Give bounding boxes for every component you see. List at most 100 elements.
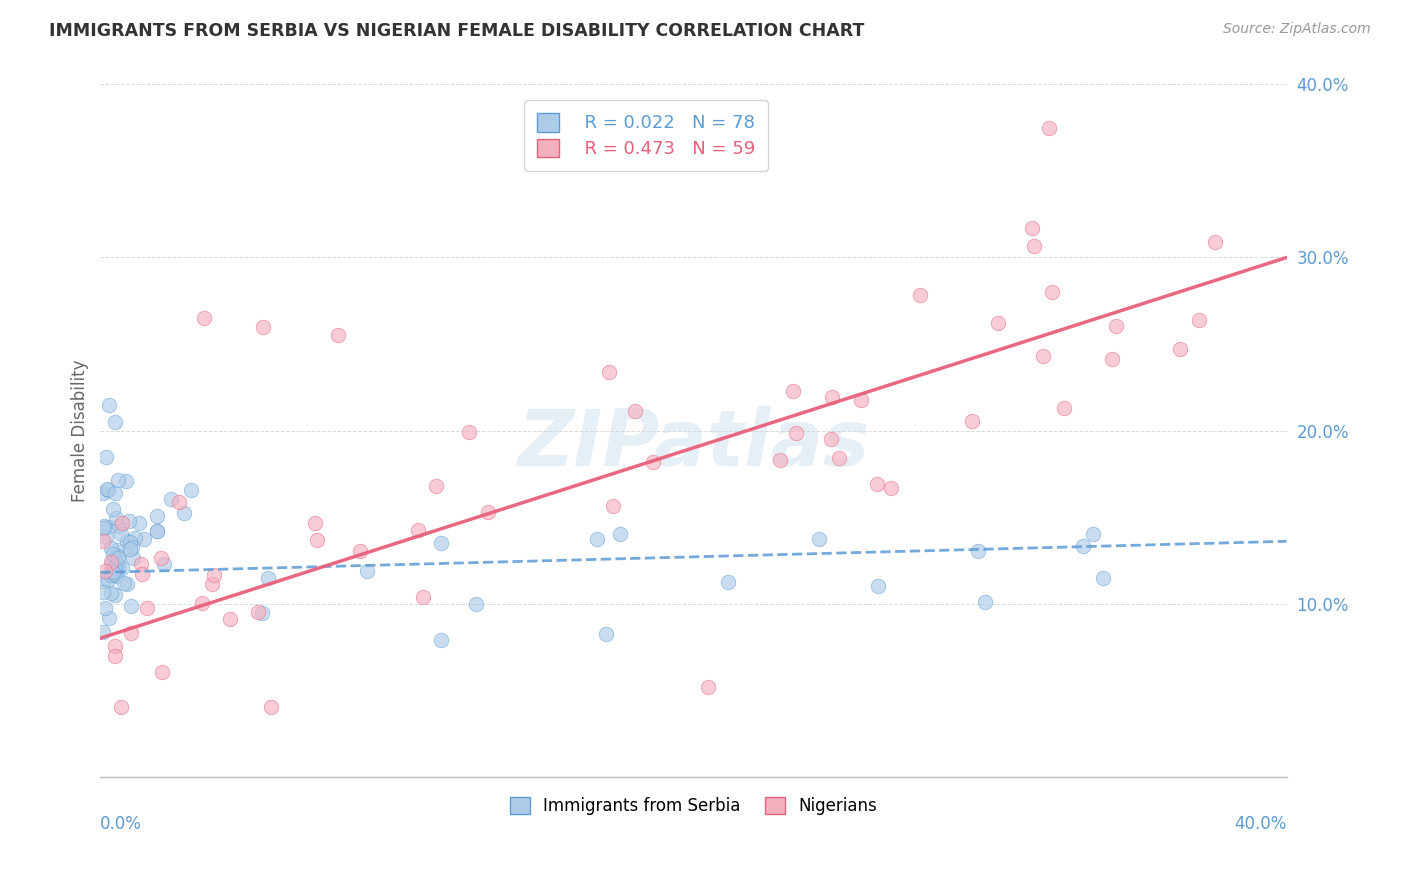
Point xyxy=(782,384,804,399)
Point xyxy=(101,565,124,579)
Point xyxy=(173,507,195,521)
Y-axis label: Female Disability: Female Disability xyxy=(72,359,89,502)
Point xyxy=(93,519,115,533)
Point xyxy=(145,524,167,538)
Point xyxy=(129,557,152,571)
Point xyxy=(326,328,349,343)
Point xyxy=(1101,351,1123,366)
Point xyxy=(866,476,889,491)
Point xyxy=(250,606,273,620)
Point xyxy=(122,551,145,566)
Point xyxy=(1022,239,1045,253)
Point xyxy=(118,542,141,557)
Point xyxy=(1038,120,1060,135)
Point xyxy=(111,561,134,575)
Point xyxy=(120,535,142,549)
Point xyxy=(132,532,155,546)
Point xyxy=(987,316,1010,330)
Point xyxy=(201,576,224,591)
Point xyxy=(110,527,132,541)
Point xyxy=(104,560,127,574)
Point xyxy=(94,450,117,465)
Point xyxy=(769,453,792,467)
Point xyxy=(785,426,807,441)
Point xyxy=(349,544,371,558)
Point xyxy=(124,531,146,545)
Point xyxy=(1053,401,1076,415)
Point xyxy=(100,541,122,556)
Text: 0.0%: 0.0% xyxy=(100,814,142,833)
Point xyxy=(136,601,159,615)
Point xyxy=(1083,527,1105,541)
Point xyxy=(430,536,453,550)
Point xyxy=(477,506,499,520)
Point xyxy=(98,398,121,412)
Point xyxy=(112,576,135,591)
Legend: Immigrants from Serbia, Nigerians: Immigrants from Serbia, Nigerians xyxy=(502,789,886,823)
Point xyxy=(107,473,129,487)
Point xyxy=(465,597,488,611)
Point xyxy=(1168,343,1191,357)
Point xyxy=(120,599,142,614)
Point xyxy=(107,549,129,563)
Point xyxy=(94,601,117,615)
Point xyxy=(94,564,117,578)
Point xyxy=(103,547,125,561)
Point xyxy=(103,566,125,581)
Point xyxy=(115,577,138,591)
Point xyxy=(974,595,997,609)
Point xyxy=(97,573,120,587)
Point xyxy=(820,432,842,446)
Point xyxy=(167,495,190,509)
Point xyxy=(111,516,134,530)
Point xyxy=(260,700,283,714)
Text: ZIPatlas: ZIPatlas xyxy=(517,407,869,483)
Point xyxy=(146,509,169,524)
Point xyxy=(98,610,121,624)
Point xyxy=(121,540,143,554)
Point xyxy=(105,543,128,558)
Point xyxy=(100,563,122,577)
Point xyxy=(108,519,131,533)
Point xyxy=(430,632,453,647)
Point xyxy=(257,571,280,585)
Point xyxy=(97,483,120,497)
Point xyxy=(117,533,139,548)
Point xyxy=(598,365,620,379)
Point xyxy=(146,524,169,539)
Point xyxy=(105,510,128,524)
Point xyxy=(104,486,127,500)
Point xyxy=(131,567,153,582)
Point xyxy=(960,414,983,428)
Point xyxy=(91,625,114,640)
Point xyxy=(100,555,122,569)
Point xyxy=(1032,349,1054,363)
Point xyxy=(716,574,738,589)
Point xyxy=(104,648,127,663)
Point xyxy=(120,625,142,640)
Point xyxy=(104,639,127,653)
Point xyxy=(1105,318,1128,333)
Point xyxy=(150,550,173,565)
Point xyxy=(97,520,120,534)
Point xyxy=(1091,571,1114,585)
Point xyxy=(908,288,931,302)
Point xyxy=(1021,220,1043,235)
Point xyxy=(866,579,889,593)
Point xyxy=(105,558,128,572)
Point xyxy=(425,479,447,493)
Point xyxy=(104,568,127,582)
Point xyxy=(153,557,176,571)
Point xyxy=(128,516,150,531)
Point xyxy=(252,319,274,334)
Point xyxy=(457,425,479,440)
Point xyxy=(219,612,242,626)
Point xyxy=(91,520,114,534)
Point xyxy=(406,524,429,538)
Text: Source: ZipAtlas.com: Source: ZipAtlas.com xyxy=(1223,22,1371,37)
Point xyxy=(96,482,118,496)
Point xyxy=(1071,539,1094,553)
Point xyxy=(91,534,114,549)
Point xyxy=(602,499,624,513)
Point xyxy=(595,627,617,641)
